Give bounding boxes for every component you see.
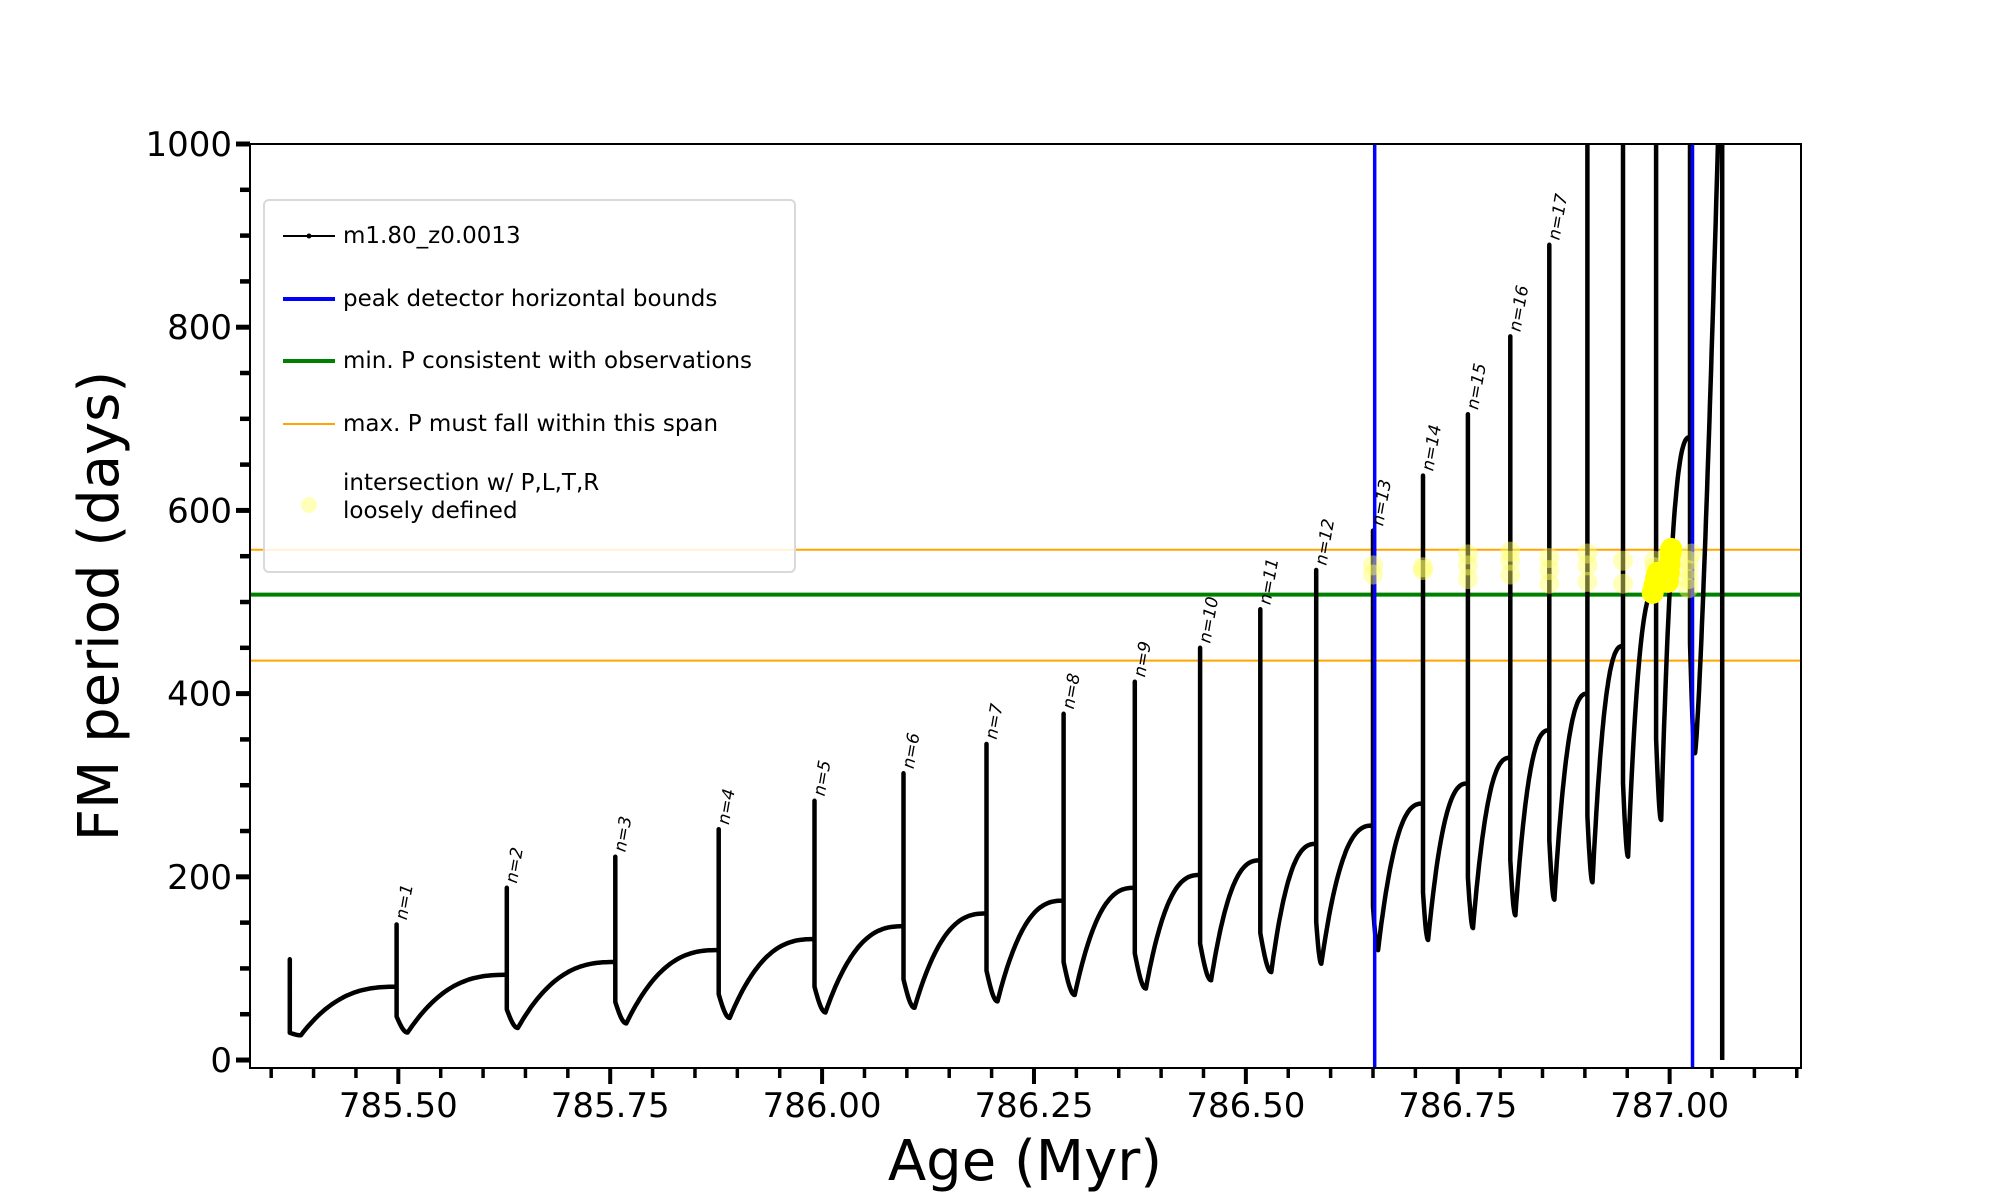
intersection-point (1500, 541, 1521, 562)
x-tick-label: 786.50 (1186, 1086, 1305, 1126)
intersection-point (1577, 555, 1598, 576)
x-tick-label: 786.00 (763, 1086, 882, 1126)
y-tick-label: 200 (167, 858, 232, 898)
y-tick-label: 600 (167, 491, 232, 531)
model-curve (287, 144, 1725, 1060)
intersection-point (1500, 564, 1521, 585)
x-tick-label: 786.75 (1398, 1086, 1517, 1126)
x-axis-label: Age (Myr) (888, 1129, 1162, 1194)
intersection-point (1362, 555, 1383, 576)
intersection-point (1457, 544, 1478, 565)
y-tick-label: 0 (210, 1041, 232, 1081)
intersection-point (1577, 543, 1598, 564)
green-line-icon (283, 359, 335, 363)
intersection-point (1539, 573, 1560, 594)
x-tick-label: 785.75 (551, 1086, 670, 1126)
x-tick-label: 785.50 (339, 1086, 458, 1126)
x-tick-label: 787.00 (1610, 1086, 1729, 1126)
legend-label-line2: loosely defined (343, 498, 518, 524)
intersection-point (1678, 569, 1699, 590)
legend-item-max-p: max. P must fall within this span (265, 406, 794, 442)
y-tick-label: 1000 (145, 125, 232, 165)
intersection-point (1577, 571, 1598, 592)
intersection-point (1613, 550, 1634, 571)
line-marker-icon (283, 233, 335, 239)
model-curve-group (287, 144, 1725, 1060)
legend-item-peak-bounds: peak detector horizontal bounds (265, 281, 794, 317)
intersection-point (1362, 564, 1383, 585)
legend-label: m1.80_z0.0013 (343, 223, 521, 249)
y-axis-ticks: 0 200 400 600 800 1000 (145, 125, 250, 1081)
intersection-point (1457, 569, 1478, 590)
intersection-point (1613, 573, 1634, 594)
y-tick-label: 400 (167, 675, 232, 715)
x-tick-label: 786.25 (974, 1086, 1093, 1126)
intersection-points (1362, 537, 1702, 604)
y-tick-label: 800 (167, 308, 232, 348)
intersection-point (1457, 555, 1478, 576)
plot-frame (249, 143, 1802, 1069)
orange-line-icon (283, 423, 335, 425)
intersection-point (1681, 543, 1702, 564)
legend-item-min-p: min. P consistent with observations (265, 343, 794, 379)
intersection-point (1678, 559, 1699, 580)
vertical-lines (1372, 144, 1695, 1068)
y-axis-label: FM period (days) (67, 371, 132, 841)
intersection-point-dense (1660, 537, 1683, 560)
intersection-point (1412, 559, 1433, 580)
intersection-point (1678, 578, 1699, 599)
intersection-point (1412, 557, 1433, 578)
blue-line-icon (283, 297, 335, 301)
legend-item-model: m1.80_z0.0013 (265, 218, 794, 254)
x-axis-ticks: 785.50 785.75 786.00 786.25 786.50 786.75 787.… (269, 1068, 1799, 1126)
intersection-point (1539, 548, 1560, 569)
intersection-point (1500, 550, 1521, 571)
intersection-point (1678, 550, 1699, 571)
legend-label: max. P must fall within this span (343, 411, 719, 437)
legend-label: intersection w/ P,L,T,R (343, 470, 600, 496)
intersection-point (1539, 559, 1560, 580)
legend-label: peak detector horizontal bounds (343, 286, 718, 312)
legend: m1.80_z0.0013 peak detector horizontal b… (263, 199, 796, 573)
legend-item-intersection: intersection w/ P,L,T,R loosely defined (265, 469, 794, 541)
legend-label: min. P consistent with observations (343, 348, 753, 374)
yellow-point-icon (301, 497, 317, 513)
